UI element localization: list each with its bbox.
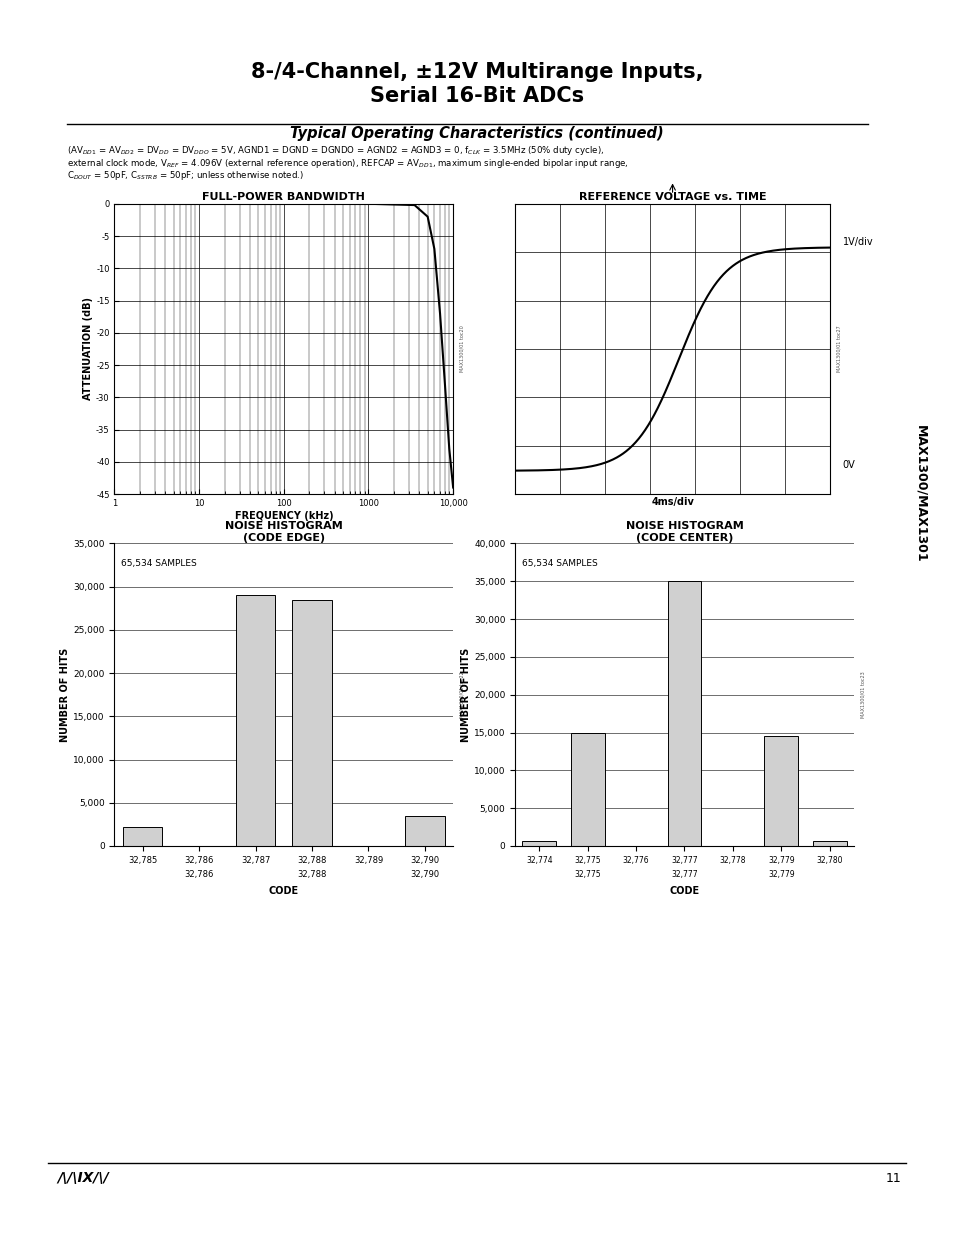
Title: FULL-POWER BANDWIDTH: FULL-POWER BANDWIDTH [202,191,365,201]
Text: Serial 16-Bit ADCs: Serial 16-Bit ADCs [370,86,583,106]
Y-axis label: ATTENUATION (dB): ATTENUATION (dB) [83,298,93,400]
Bar [522,841,556,846]
Title: NOISE HISTOGRAM
(CODE CENTER): NOISE HISTOGRAM (CODE CENTER) [625,521,742,542]
Text: (AV$_{DD1}$ = AV$_{DD2}$ = DV$_{DD}$ = DV$_{DDO}$ = 5V, AGND1 = DGND = DGNDO = A: (AV$_{DD1}$ = AV$_{DD2}$ = DV$_{DD}$ = D… [67,144,603,157]
X-axis label: 4ms/div: 4ms/div [651,496,693,506]
X-axis label: FREQUENCY (kHz): FREQUENCY (kHz) [234,510,333,521]
Bar [763,736,798,846]
Bar [812,841,845,846]
Text: 32,786: 32,786 [184,871,213,879]
Text: 8-/4-Channel, ±12V Multirange Inputs,: 8-/4-Channel, ±12V Multirange Inputs, [251,62,702,82]
Title: NOISE HISTOGRAM
(CODE EDGE): NOISE HISTOGRAM (CODE EDGE) [225,521,342,542]
Bar [570,732,604,846]
Bar [405,816,444,846]
Text: 65,534 SAMPLES: 65,534 SAMPLES [521,558,598,568]
Bar [667,582,700,846]
Text: MAX1300/01 toc27: MAX1300/01 toc27 [836,326,841,372]
Text: MAX1300/01 toc20: MAX1300/01 toc20 [459,326,464,372]
Text: MAX1300/01 toc22: MAX1300/01 toc22 [459,672,464,718]
Text: MAX1300/01 toc23: MAX1300/01 toc23 [860,672,864,718]
Text: 65,534 SAMPLES: 65,534 SAMPLES [121,558,197,568]
Text: 11: 11 [884,1172,901,1184]
Text: external clock mode, V$_{REF}$ = 4.096V (external reference operation), REFCAP =: external clock mode, V$_{REF}$ = 4.096V … [67,157,628,169]
Text: C$_{DOUT}$ = 50pF, C$_{SSTRB}$ = 50pF; unless otherwise noted.): C$_{DOUT}$ = 50pF, C$_{SSTRB}$ = 50pF; u… [67,169,303,182]
Text: 1V/div: 1V/div [841,237,872,247]
Text: 32,775: 32,775 [574,871,600,879]
Text: 32,779: 32,779 [767,871,794,879]
Text: Typical Operating Characteristics (continued): Typical Operating Characteristics (conti… [290,126,663,141]
Text: 32,790: 32,790 [410,871,439,879]
Text: 32,788: 32,788 [297,871,326,879]
X-axis label: CODE: CODE [269,885,298,895]
Text: 32,777: 32,777 [671,871,697,879]
Bar [292,600,332,846]
Y-axis label: NUMBER OF HITS: NUMBER OF HITS [60,647,71,742]
Text: 0V: 0V [841,459,855,471]
Text: /\/\IX/\/: /\/\IX/\/ [57,1171,109,1186]
Bar [123,827,162,846]
Title: REFERENCE VOLTAGE vs. TIME: REFERENCE VOLTAGE vs. TIME [578,191,765,201]
Y-axis label: NUMBER OF HITS: NUMBER OF HITS [460,647,471,742]
Bar [235,595,275,846]
Text: MAX1300/MAX1301: MAX1300/MAX1301 [913,425,926,563]
X-axis label: CODE: CODE [669,885,699,895]
